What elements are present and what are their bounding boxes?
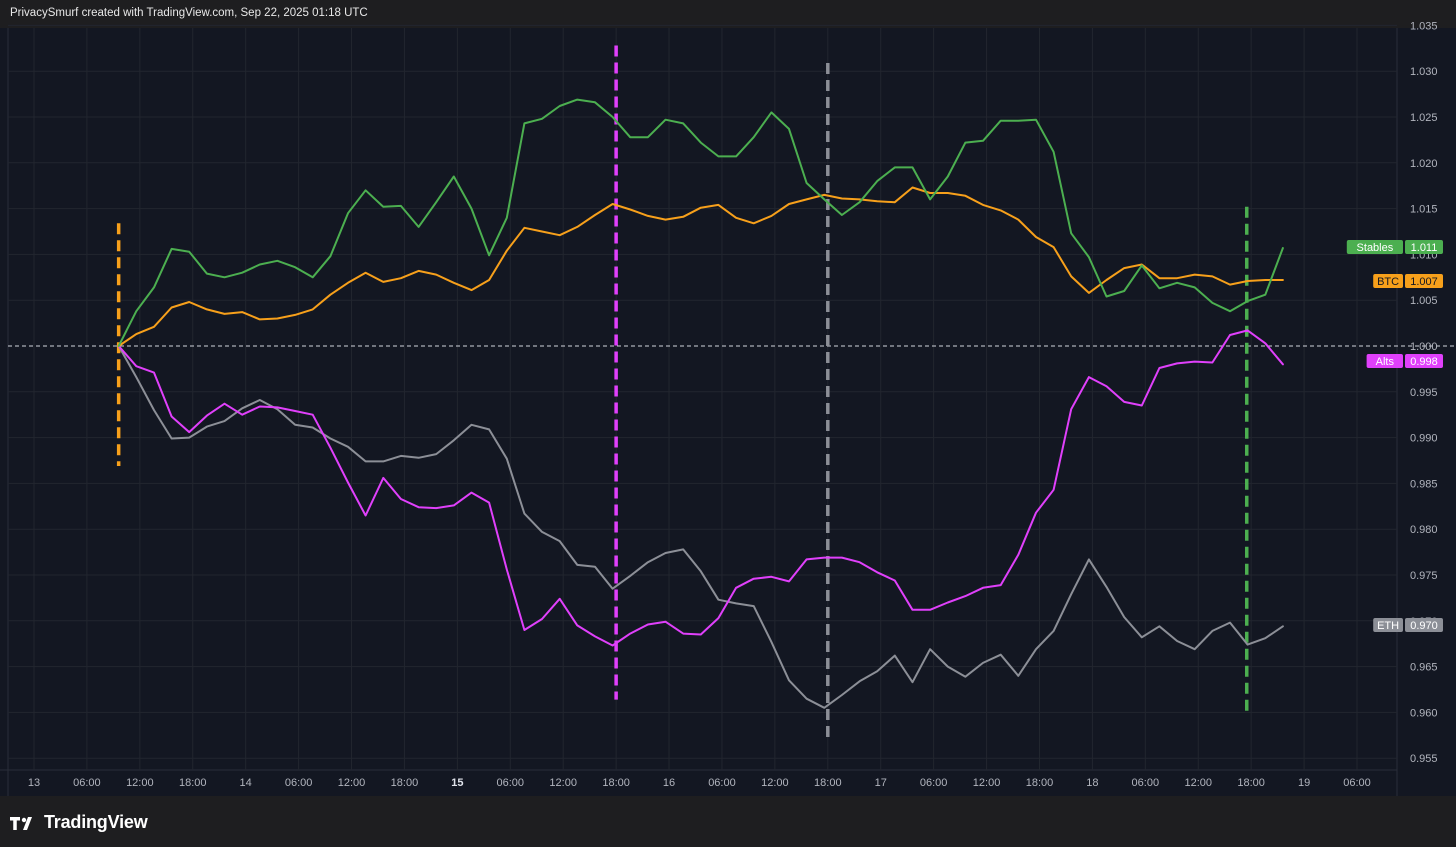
badge-name: Alts [1376,356,1395,368]
series-line-eth [117,345,1284,709]
x-tick-label: 19 [1298,777,1310,789]
badge-name-bg [1346,240,1403,254]
badge-name: BTC [1377,276,1399,288]
y-tick-label: 0.955 [1410,753,1438,765]
x-tick-label: 15 [451,777,463,789]
y-tick-label: 1.025 [1410,112,1438,124]
badge-eth: ETH 0.970 [1373,618,1443,632]
series-lines [117,98,1284,709]
x-tick-label: 12:00 [338,777,366,789]
badge-stables: Stables 1.011 [1346,240,1443,254]
x-tick-label: 06:00 [1132,777,1160,789]
badge-value: 1.007 [1410,276,1438,288]
chart-attribution: PrivacySmurf created with TradingView.co… [10,7,368,19]
y-tick-label: 1.015 [1410,204,1438,216]
x-tick-label: 17 [875,777,887,789]
x-tick-label: 18:00 [179,777,207,789]
badge-value-bg [1405,618,1443,632]
x-tick-label: 18:00 [814,777,842,789]
series-badges: Stables 1.011 BTC 1.007 Alts 0.998 ETH 0.970 [1346,240,1443,632]
x-tick-label: 06:00 [920,777,948,789]
badge-name-bg [1373,274,1403,288]
x-tick-label: 06:00 [73,777,101,789]
x-tick-label: 06:00 [497,777,525,789]
tradingview-logo-icon [10,816,32,830]
x-tick-label: 12:00 [973,777,1001,789]
x-tick-label: 18:00 [1026,777,1054,789]
series-line-alts [117,329,1284,647]
x-tick-label: 12:00 [761,777,789,789]
badge-name-bg [1366,354,1403,368]
x-tick-label: 12:00 [1184,777,1212,789]
badge-name: ETH [1377,620,1399,632]
series-line-btc [117,186,1284,347]
x-tick-label: 18:00 [602,777,630,789]
y-tick-label: 0.965 [1410,662,1438,674]
y-tick-label: 0.995 [1410,387,1438,399]
x-tick-label: 12:00 [549,777,577,789]
chart-canvas[interactable]: 0.955 0.960 0.965 0.970 0.975 0.980 0.985 0.990… [0,0,1456,796]
badge-value: 1.011 [1411,242,1438,254]
tradingview-brand[interactable]: TradingView [10,812,148,833]
x-tick-label: 06:00 [1343,777,1371,789]
y-tick-label: 0.960 [1410,707,1438,719]
badge-value-bg [1405,240,1443,254]
x-tick-label: 14 [240,777,252,789]
badge-value-bg [1405,354,1443,368]
y-tick-label: 0.975 [1410,570,1438,582]
y-tick-label: 0.980 [1410,524,1438,536]
x-tick-label: 18:00 [391,777,419,789]
footer-bar [0,796,1456,847]
x-tick-label: 18 [1086,777,1098,789]
tradingview-wordmark: TradingView [44,812,148,832]
badge-name-bg [1373,618,1403,632]
x-tick-label: 13 [28,777,40,789]
y-tick-label: 1.020 [1410,158,1438,170]
y-tick-label: 1.030 [1410,66,1438,78]
y-tick-label: 1.005 [1410,295,1438,307]
series-line-stables [117,98,1284,347]
x-tick-label: 16 [663,777,675,789]
badge-alts: Alts 0.998 [1366,354,1443,368]
header-bar: PrivacySmurf created with TradingView.co… [0,0,1456,28]
y-tick-label: 0.985 [1410,478,1438,490]
plot-background [0,28,1456,796]
y-axis[interactable]: 0.955 0.960 0.965 0.970 0.975 0.980 0.985 0.990… [1410,20,1438,765]
x-axis[interactable]: 13 06:00 12:00 18:00 14 06:00 12:00 18:00 15 06:0… [28,777,1371,789]
badge-btc: BTC 1.007 [1373,274,1443,288]
y-tick-label: 1.000 [1410,341,1438,353]
badge-name: Stables [1357,242,1394,254]
x-tick-label: 12:00 [126,777,154,789]
y-tick-label: 0.990 [1410,433,1438,445]
badge-value-bg [1405,274,1443,288]
badge-value: 0.998 [1410,356,1438,368]
x-tick-label: 06:00 [708,777,736,789]
y-tick-label: 1.035 [1410,20,1438,32]
badge-value: 0.970 [1410,620,1438,632]
x-tick-label: 18:00 [1237,777,1265,789]
x-tick-label: 06:00 [285,777,313,789]
